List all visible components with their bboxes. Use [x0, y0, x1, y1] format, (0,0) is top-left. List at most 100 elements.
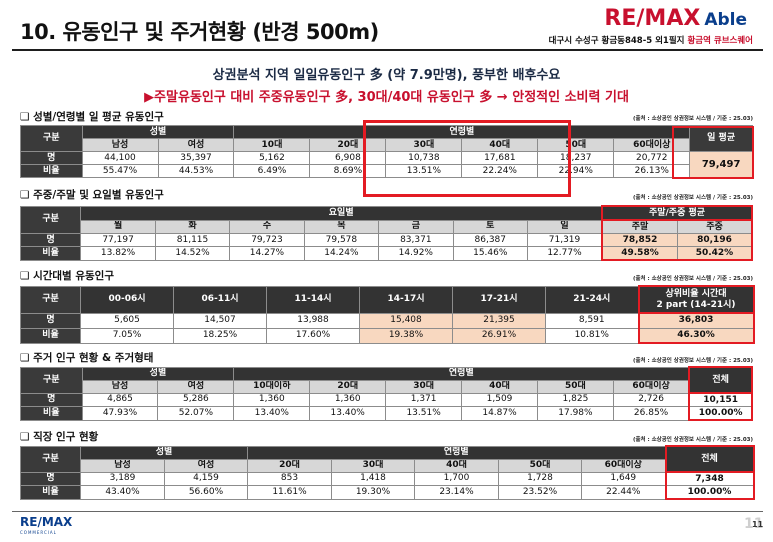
- cell: 50.42%: [676, 246, 753, 261]
- cell: 78,852: [601, 233, 678, 247]
- cell: 1,360: [233, 392, 311, 407]
- col-male: 남성: [81, 379, 159, 394]
- col-female: 여성: [157, 138, 235, 152]
- row-count-label: 명: [19, 233, 82, 247]
- cell: 23.52%: [498, 485, 582, 500]
- group-weekday: 요일별: [80, 205, 603, 221]
- col-30s: 30대: [385, 379, 463, 394]
- category-label: 구분: [20, 285, 81, 314]
- cell: 55.47%: [81, 164, 159, 178]
- col-40s: 40대: [414, 458, 499, 473]
- col-sat: 토: [452, 219, 528, 234]
- table-row: 명 5,605 14,507 13,988 15,408 21,395 8,59…: [20, 312, 755, 329]
- table-row: 명 77,197 81,115 79,723 79,578 83,371 86,…: [19, 233, 753, 247]
- cell: 100.00%: [688, 406, 753, 421]
- section1-heading: ❑ 성별/연령별 일 평균 유동인구: [20, 111, 164, 123]
- highlight-box-30s-40s: [363, 120, 571, 197]
- total-header: 일 평균: [689, 125, 753, 152]
- cell: 100.00%: [664, 485, 755, 500]
- total-header: 전체: [688, 366, 753, 394]
- row-ratio-label: 비율: [19, 246, 82, 261]
- page-number-watermark: 11: [744, 516, 764, 532]
- table-gender-age: 구분 성별 연령별 일 평균 남성 여성 10대 20대 30대 40대 50대…: [20, 125, 753, 178]
- footer-divider: [12, 511, 763, 512]
- cell: 15,408: [359, 312, 453, 329]
- row-ratio-label: 비율: [20, 327, 81, 344]
- cell: 11.61%: [247, 485, 332, 500]
- cell: 21,395: [452, 312, 546, 329]
- cell: 1,360: [309, 392, 387, 407]
- cell: 77,197: [80, 233, 156, 247]
- category-label: 구분: [20, 445, 81, 473]
- section2-source: (출처 : 소상공인 상권정보 시스템 / 기준 : 25.03): [632, 195, 753, 201]
- col-00-06: 00-06시: [80, 285, 174, 314]
- row-count-label: 명: [20, 392, 83, 407]
- col-40s: 40대: [461, 138, 539, 152]
- cell: 79,578: [303, 233, 380, 247]
- cell: 17.60%: [266, 327, 360, 344]
- table-row: 명 3,189 4,159 853 1,418 1,700 1,728 1,64…: [20, 471, 755, 486]
- category-label: 구분: [20, 125, 83, 152]
- group-gender: 성별: [81, 125, 235, 139]
- col-weekday: 주중: [676, 219, 753, 234]
- address: 대구시 수성구 황금동848-5 외1필지 황금역 큐브스퀘어: [549, 34, 753, 46]
- cell: 1,371: [385, 392, 463, 407]
- col-tue: 화: [154, 219, 231, 234]
- cell: 44.53%: [157, 164, 235, 178]
- table-row: 구분 성별 연령별 일 평균: [20, 125, 753, 152]
- table-row: 월 화 수 목 금 토 일 주말 주중: [21, 219, 753, 234]
- col-60s-plus: 60대이상: [612, 379, 690, 394]
- table-row: 구분 요일별 주말/주중 평균: [19, 205, 753, 234]
- cell: 4,865: [81, 392, 159, 407]
- cell: 18.25%: [173, 327, 267, 344]
- highlight-box-total: [672, 126, 754, 179]
- col-20s: 20대: [247, 458, 332, 473]
- table-row: 비율 47.93% 52.07% 13.40% 13.40% 13.51% 14…: [20, 406, 753, 421]
- col-male: 남성: [81, 138, 159, 152]
- cell: 26.85%: [612, 406, 690, 421]
- group-weekend-weekday: 주말/주중 평균: [601, 205, 753, 221]
- col-20s: 20대: [309, 379, 387, 394]
- cell: 52.07%: [157, 406, 235, 421]
- cell: 26.13%: [613, 164, 691, 178]
- col-40s: 40대: [461, 379, 538, 394]
- cell: 35,397: [157, 151, 235, 165]
- group-gender: 성별: [80, 445, 248, 460]
- top-ratio-line1: 상위비율 시간대: [665, 288, 727, 299]
- logo-sub: Able: [704, 10, 747, 30]
- cell: 1,649: [580, 471, 667, 486]
- section2-heading: ❑ 주중/주말 및 요일별 유동인구: [20, 189, 164, 201]
- cell: 71,319: [526, 233, 603, 247]
- cell: 49.58%: [601, 246, 678, 261]
- table-row: 남성 여성 10대이하 20대 30대 40대 50대 60대이상: [21, 379, 753, 394]
- page-title: 10. 유동인구 및 주거현황 (반경 500m): [20, 20, 379, 44]
- col-50s: 50대: [537, 138, 615, 152]
- table-row: 비율 55.47% 44.53% 6.49% 8.69% 13.51% 22.2…: [20, 164, 753, 178]
- cell: 7.05%: [80, 327, 174, 344]
- col-thu: 목: [303, 219, 380, 234]
- cell: 5,162: [233, 151, 311, 165]
- col-17-21: 17-21시: [452, 285, 546, 314]
- col-06-11: 06-11시: [173, 285, 267, 314]
- cell: 80,196: [676, 233, 753, 247]
- cell: 4,159: [164, 471, 248, 486]
- cell: 13.82%: [80, 246, 156, 261]
- table-time-slot: 구분 00-06시 06-11시 11-14시 14-17시 17-21시 21…: [20, 285, 755, 344]
- cell: 2,726: [612, 392, 690, 407]
- col-mon: 월: [80, 219, 156, 234]
- col-10s-under: 10대이하: [233, 379, 311, 394]
- cell: 14.92%: [378, 246, 454, 261]
- col-50s: 50대: [536, 379, 614, 394]
- section3-source: (출처 : 소상공인 상권정보 시스템 / 기준 : 25.03): [632, 276, 753, 282]
- cell: 1,700: [414, 471, 499, 486]
- col-female: 여성: [164, 458, 248, 473]
- section5-source: (출처 : 소상공인 상권정보 시스템 / 기준 : 25.03): [632, 437, 753, 443]
- group-age: 연령별: [233, 366, 690, 381]
- cell: 6.49%: [233, 164, 311, 178]
- cell: 7,348: [664, 471, 755, 486]
- col-50s: 50대: [498, 458, 582, 473]
- total-value: 79,497: [689, 151, 753, 178]
- col-male: 남성: [80, 458, 165, 473]
- header-divider: [12, 49, 763, 51]
- cell: 22.94%: [537, 164, 615, 178]
